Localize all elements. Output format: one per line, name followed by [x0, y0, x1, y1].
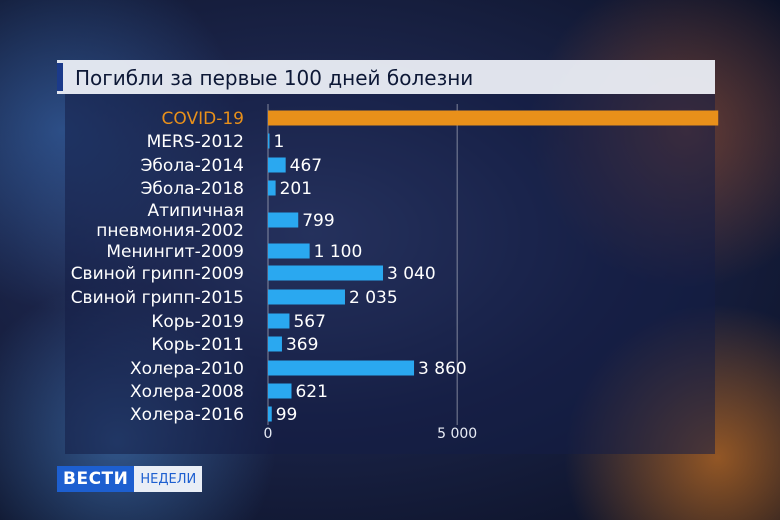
title-bar: Погибли за первые 100 дней болезни [57, 60, 715, 94]
logo-sub: НЕДЕЛИ [134, 466, 203, 492]
channel-logo: ВЕСТИ НЕДЕЛИ [57, 466, 203, 492]
value-label: 99 [276, 405, 298, 425]
category-label: Корь-2019 [151, 312, 244, 332]
bar [268, 289, 345, 305]
category-label: Корь-2011 [151, 335, 244, 355]
bar [268, 360, 415, 376]
bar [268, 313, 290, 329]
bar [268, 157, 286, 173]
bar [268, 406, 272, 422]
value-label: 1 [274, 132, 285, 152]
category-label: Свиной грипп-2015 [71, 288, 244, 308]
value-label: 3 860 [418, 359, 467, 379]
category-label: Свиной грипп-2009 [71, 264, 244, 284]
category-label: Холера-2016 [130, 405, 244, 425]
bar [268, 133, 270, 149]
category-label: Атипичная [147, 201, 244, 221]
title-accent [57, 63, 63, 91]
logo-main: ВЕСТИ [57, 466, 135, 492]
bar [268, 265, 384, 281]
value-label: 369 [286, 335, 318, 355]
value-label: 621 [295, 382, 327, 402]
bar [268, 180, 276, 196]
x-tick-label: 5 000 [437, 426, 477, 442]
value-label: 201 [280, 179, 312, 199]
value-label: 3 040 [387, 264, 436, 284]
x-tick-label: 0 [264, 426, 273, 442]
value-label: 567 [293, 312, 325, 332]
bar [268, 243, 310, 259]
bar [268, 212, 299, 228]
category-label: Холера-2008 [130, 382, 244, 402]
category-label: MERS-2012 [147, 132, 244, 152]
category-label: COVID-19 [162, 109, 244, 129]
value-label: 1 100 [314, 242, 363, 262]
category-label: Эбола-2018 [141, 179, 244, 199]
category-label: Холера-2010 [130, 359, 244, 379]
category-label: пневмония-2002 [96, 221, 244, 241]
category-label: Менингит-2009 [106, 242, 244, 262]
bar [268, 336, 282, 352]
bar [268, 383, 292, 399]
category-label: Эбола-2014 [141, 156, 244, 176]
bar [268, 110, 719, 126]
chart-title: Погибли за первые 100 дней болезни [75, 66, 474, 90]
value-label: 467 [290, 156, 322, 176]
value-label: 2 035 [349, 288, 398, 308]
value-label: 799 [302, 211, 334, 231]
chart-panel [65, 94, 715, 454]
